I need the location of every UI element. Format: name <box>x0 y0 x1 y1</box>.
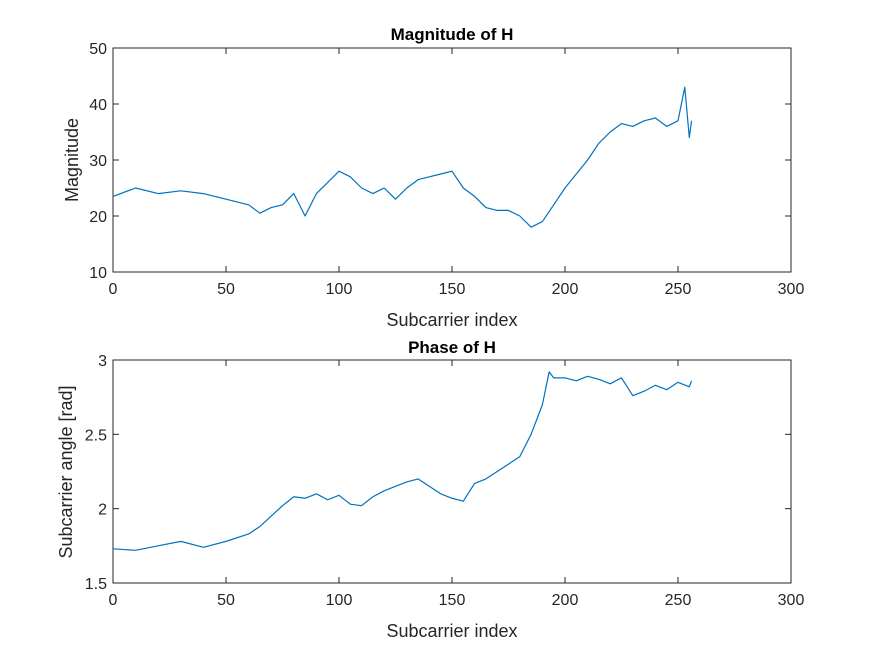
phase-y-tick-label: 2.5 <box>85 427 107 444</box>
phase-x-tick-label: 100 <box>326 592 353 609</box>
magnitude-x-tick-label: 300 <box>778 281 805 298</box>
magnitude-x-tick-label: 0 <box>109 281 118 298</box>
magnitude-x-tick-label: 150 <box>439 281 466 298</box>
phase-x-tick-label: 0 <box>109 592 118 609</box>
phase-y-tick-label: 2 <box>98 502 107 519</box>
phase-y-tick-label: 1.5 <box>85 576 107 593</box>
phase-x-tick-label: 250 <box>665 592 692 609</box>
phase-x-tick-label: 50 <box>217 592 235 609</box>
magnitude-x-tick-label: 250 <box>665 281 692 298</box>
magnitude-x-tick-label: 50 <box>217 281 235 298</box>
phase-title: Phase of H <box>408 338 496 357</box>
phase-y-tick-label: 3 <box>98 353 107 370</box>
phase-x-tick-label: 200 <box>552 592 579 609</box>
magnitude-axes: Magnitude of H Subcarrier index Magnitud… <box>62 25 804 330</box>
magnitude-ticks: 0 50 100 150 200 250 300 10 20 30 40 50 <box>89 41 804 298</box>
magnitude-y-tick-label: 50 <box>89 41 107 58</box>
phase-axes: Phase of H Subcarrier index Subcarrier a… <box>56 338 804 641</box>
magnitude-title: Magnitude of H <box>391 25 514 44</box>
magnitude-y-axis-label: Magnitude <box>62 118 82 202</box>
phase-series <box>112 371 693 551</box>
magnitude-series <box>112 86 693 228</box>
magnitude-x-tick-label: 100 <box>326 281 353 298</box>
phase-series-line <box>112 371 693 551</box>
magnitude-y-tick-label: 40 <box>89 97 107 114</box>
magnitude-y-tick-label: 30 <box>89 153 107 170</box>
magnitude-plot-area <box>112 47 792 273</box>
phase-y-axis-label: Subcarrier angle [rad] <box>56 385 76 558</box>
phase-plot-area <box>112 359 792 584</box>
phase-ticks: 0 50 100 150 200 250 300 1.5 2 2.5 3 <box>85 353 805 609</box>
magnitude-y-tick-label: 10 <box>89 265 107 282</box>
magnitude-x-axis-label: Subcarrier index <box>386 310 517 330</box>
phase-x-axis-label: Subcarrier index <box>386 621 517 641</box>
phase-x-tick-label: 300 <box>778 592 805 609</box>
phase-x-tick-label: 150 <box>439 592 466 609</box>
magnitude-y-tick-label: 20 <box>89 209 107 226</box>
magnitude-x-tick-label: 200 <box>552 281 579 298</box>
magnitude-series-line <box>112 86 693 228</box>
